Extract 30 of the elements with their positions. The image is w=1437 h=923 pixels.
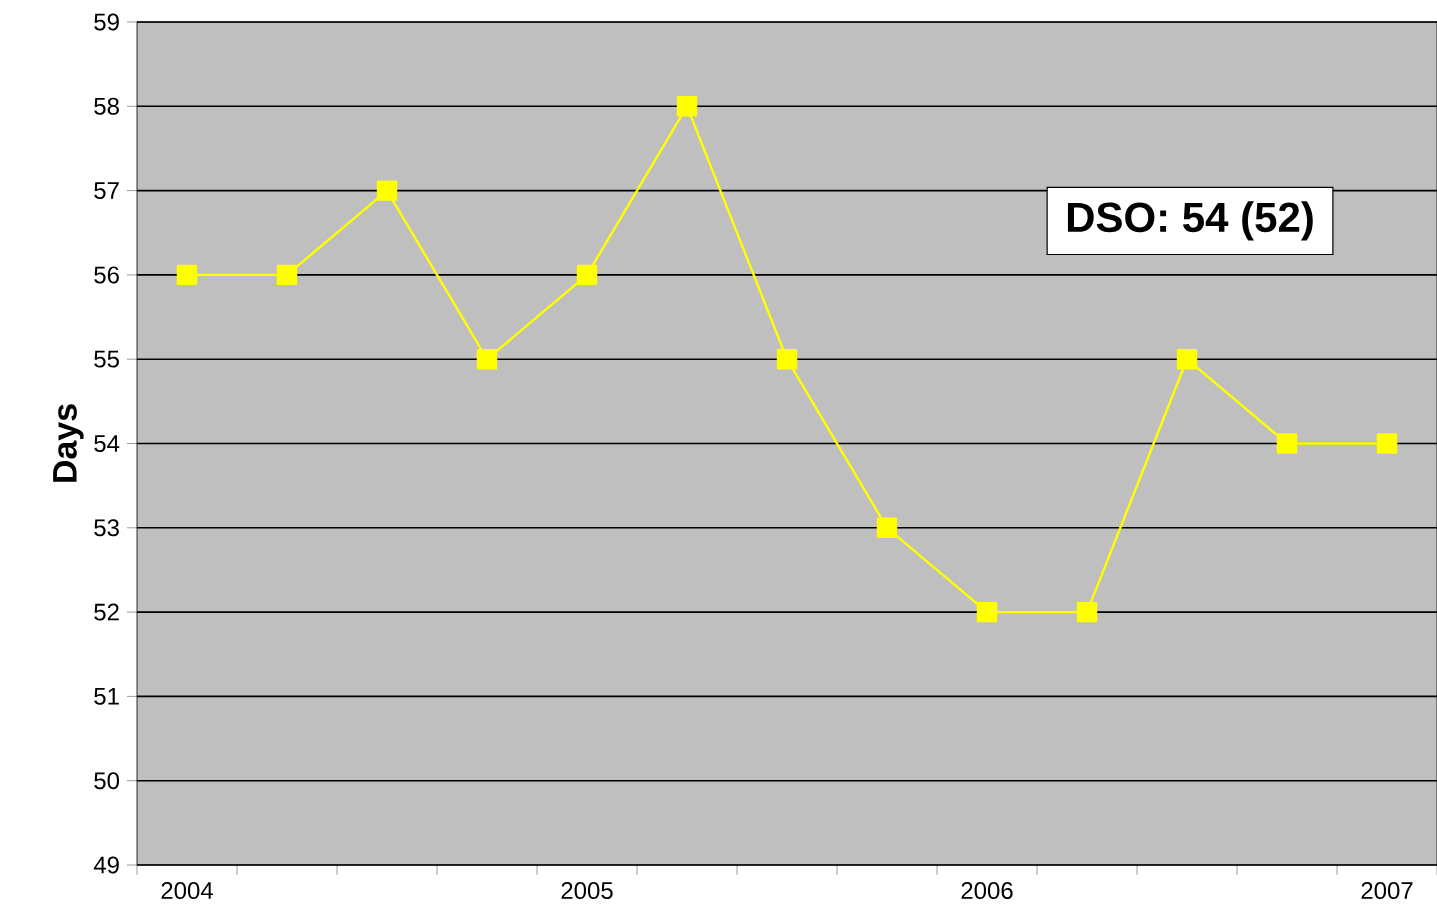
annotation: DSO: 54 (52): [1067, 201, 1313, 241]
point: [1276, 433, 1298, 454]
point: [876, 517, 898, 538]
x-tick-label: 2004: [161, 882, 213, 900]
y-tick-label: 52: [94, 603, 119, 621]
y-tick-label: 58: [94, 97, 119, 115]
point: [676, 96, 698, 117]
y-axis-title: Days: [53, 404, 84, 482]
x-tick-label: 2005: [561, 882, 613, 900]
y-tick-label: 56: [94, 266, 119, 284]
y-tick-label: 53: [94, 519, 119, 537]
y-tick-label: 59: [94, 13, 119, 31]
point: [976, 601, 998, 623]
point: [276, 264, 298, 286]
x-tick-label: 2006: [961, 882, 1013, 900]
point: [376, 180, 398, 201]
point: [176, 264, 198, 286]
point: [776, 349, 798, 370]
point: [476, 349, 498, 370]
point: [1376, 433, 1398, 454]
point: [1176, 349, 1198, 370]
y-tick-label: 55: [94, 350, 119, 368]
point: [576, 264, 598, 286]
y-tick-label: 57: [94, 182, 119, 199]
y-tick-label: 51: [94, 688, 119, 705]
point: [1076, 601, 1098, 623]
x-tick-label: 2007: [1361, 882, 1413, 900]
y-tick-label: 49: [93, 856, 119, 874]
y-tick-label: 54: [94, 435, 120, 452]
y-tick-label: 50: [94, 772, 120, 790]
